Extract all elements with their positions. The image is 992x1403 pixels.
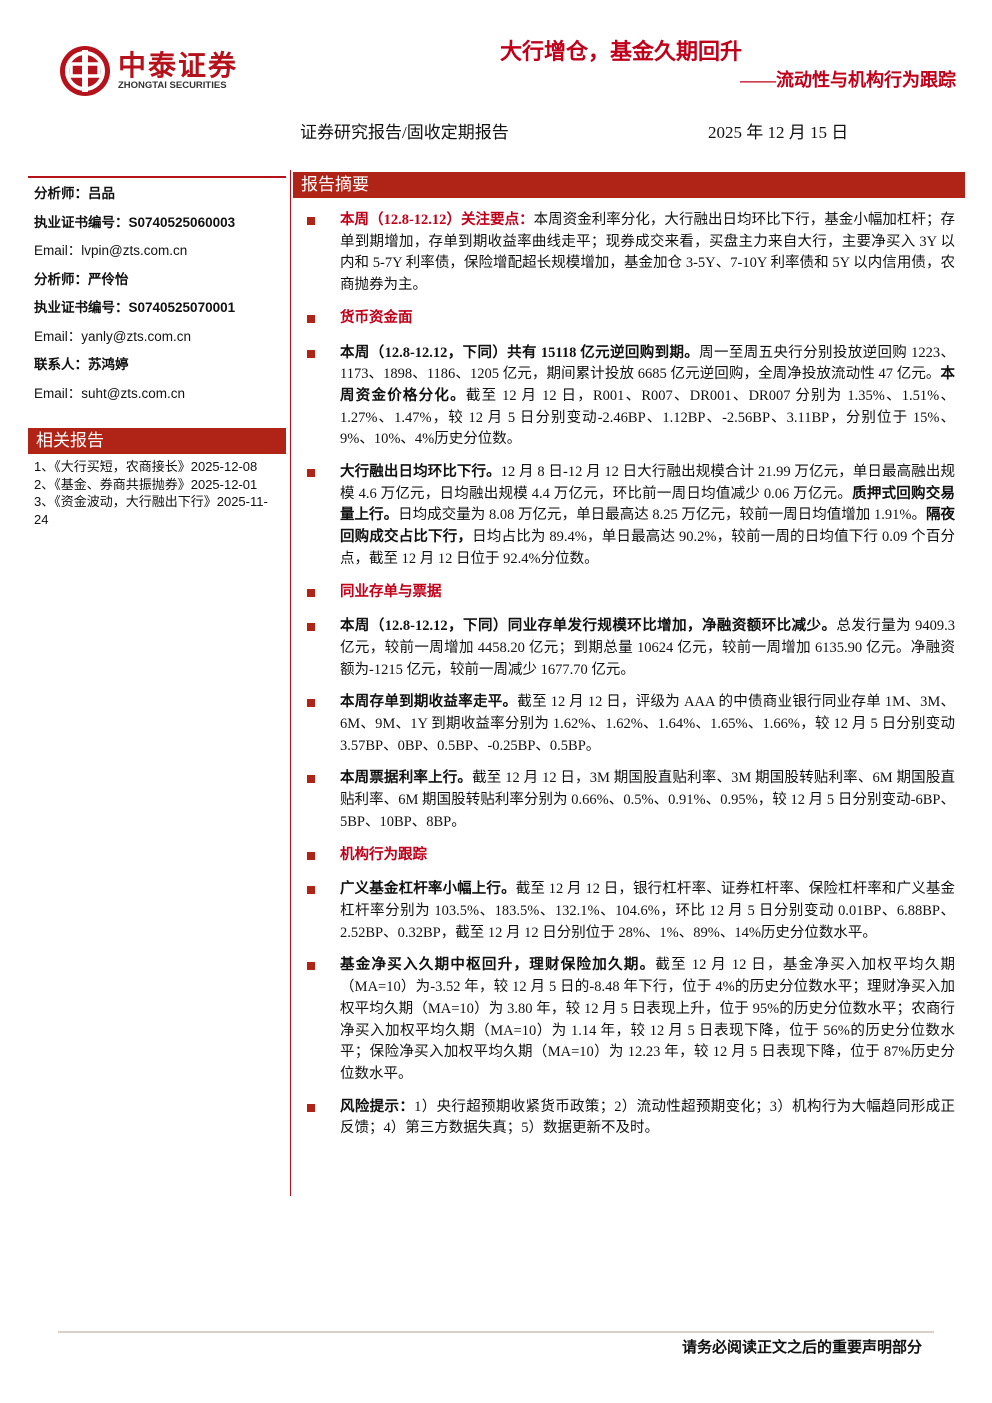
contact-row: Email：lvpin@zts.com.cn [34,237,280,266]
contact-row: 执业证书编号：S0740525060003 [34,209,280,238]
contact-label: 执业证书编号： [34,300,129,315]
text-run: 12 月 8 日-12 月 12 日大行融出规模合计 21.99 万亿元，单日最… [340,464,956,502]
text-run: 本周（12.8-12.12，下同）同业存单发行规模环比增加，净融资额环比减少。 [340,618,837,635]
text-run: 基金净买入久期中枢回升，理财保险加久期。 [340,957,656,974]
related-reports: 相关报告 1、《大行买短，农商接长》2025-12-08 2、《基金、券商共振抛券… [28,428,286,532]
contact-value: 苏鸿婷 [88,357,129,372]
text-run: 本周票据利率上行。 [340,770,473,787]
text-run: 截至 12 月 12 日，评级为 AAA 的中债商业银行同业存单 1M、3M、6… [340,694,956,754]
bullet [307,469,315,478]
contact-row: 分析师：吕品 [34,180,280,209]
paragraph: 风险提示：1）央行超预期收紧货币政策；2）流动性超预期变化；3）机构行为大幅趋同… [305,1097,955,1140]
report-type: 证券研究报告/固收定期报告 [300,123,509,142]
paragraph: 本周存单到期收益率走平。截至 12 月 12 日，评级为 AAA 的中债商业银行… [305,692,955,757]
contact-row: 执业证书编号：S0740525070001 [34,294,280,323]
contact-value: S0740525070001 [128,300,236,315]
bullet [307,314,315,323]
report-date: 2025 年 12 月 15 日 [708,123,849,142]
contact-value: 严伶怡 [88,271,129,287]
contact-label: 分析师： [34,186,88,201]
text-run: 截至 12 月 12 日，银行杠杆率、证券杠杆率、保险杠杆率和广义基金杠杆率分别… [340,881,956,941]
bullet [307,851,315,860]
logo-mark [60,46,110,96]
section-bar: 相关报告 [28,428,286,454]
section-bar: 报告摘要 [293,172,965,198]
contact-row: 联系人：苏鸿婷 [34,351,280,380]
sidebar: 分析师：吕品 执业证书编号：S0740525060003 Email：lvpin@z… [28,176,286,532]
related-item: 1、《大行买短，农商接长》2025-12-08 [34,459,258,474]
bullet [307,217,315,225]
section-heading: 同业存单与票据 [305,582,955,604]
text-run: 总发行量为 9409.3 亿元，较前一周增加 4458.20 亿元；到期总量 1… [340,618,956,678]
heading-text: 机构行为跟踪 [340,846,427,863]
text-run: 隔夜回购成交占比下行， [340,507,956,546]
section-heading: 货币资金面 [305,308,955,330]
section-heading: 机构行为跟踪 [305,845,955,867]
contact-label: 分析师： [34,271,88,287]
paragraph: 广义基金杠杆率小幅上行。截至 12 月 12 日，银行杠杆率、证券杠杆率、保险杠… [305,879,955,944]
bullet [307,1103,315,1112]
bullet [307,775,315,784]
contact-label: Email： [34,385,82,401]
contact-value: S0740525060003 [128,214,236,230]
text-run: 1）央行超预期收紧货币政策；2）流动性超预期变化；3）机构行为大幅趋同形成正反馈… [340,1098,955,1137]
text-run: 日均占比为 89.4%，单日最高达 90.2%，较前一周的日均值下行 0.09 … [340,529,956,567]
text-run: 风险提示： [340,1098,415,1115]
bullet [307,962,315,971]
divider [290,170,291,1196]
contact-label: 联系人： [34,357,88,372]
contact-label: Email： [34,328,82,344]
contact-value: lvpin@zts.com.cn [81,243,188,258]
paragraph: 本周（12.8-12.12）关注要点：本周资金利率分化，大行融出日均环比下行，基… [305,210,955,297]
heading-text: 货币资金面 [340,309,413,326]
contact-value: 吕品 [88,186,115,201]
related-item: 2、《基金、券商共振抛券》2025-12-01 [34,476,258,492]
paragraph: 基金净买入久期中枢回升，理财保险加久期。截至 12 月 12 日，基金净买入加权… [305,955,955,1085]
text-run: 本周（12.8-12.12，下同）共有 15118 亿元逆回购到期。 [340,344,700,361]
paragraph: 本周（12.8-12.12，下同）共有 15118 亿元逆回购到期。周一至周五央… [305,343,955,452]
contacts: 分析师：吕品 执业证书编号：S0740525060003 Email：lvpin@z… [28,178,286,408]
text-run: 截至 12 月 12 日，基金净买入加权平均久期（MA=10）为-3.52 年，… [340,957,956,1082]
text-run: 本周资金价格分化。 [340,366,955,404]
paragraph: 本周（12.8-12.12，下同）同业存单发行规模环比增加，净融资额环比减少。总… [305,616,955,681]
bullet [307,699,315,708]
bullet [307,349,315,358]
text-run: 本周存单到期收益率走平。 [340,694,518,711]
contact-row: Email：suht@zts.com.cn [34,380,280,409]
contact-row: Email：yanly@zts.com.cn [34,323,280,352]
text-run: 本周（12.8-12.12）关注要点： [340,212,534,228]
paragraph: 大行融出日均环比下行。12 月 8 日-12 月 12 日大行融出规模合计 21… [305,462,955,571]
bullet [307,623,315,632]
report-title: 大行增仓，基金久期回升 [500,39,743,64]
related-item: 3、《资金波动，大行融出下行》2025-11-24 [34,494,268,527]
logo-text: 中泰证券 [118,51,239,82]
text-run: 大行融出日均环比下行。 [340,464,501,481]
paragraph: 本周票据利率上行。截至 12 月 12 日，3M 期国股直贴利率、3M 期国股转… [305,768,955,833]
text-run: 日均成交量为 8.08 万亿元，单日最高达 8.25 万亿元，较前一周日均值增加… [398,507,926,524]
related-list: 1、《大行买短，农商接长》2025-12-08 2、《基金、券商共振抛券》2025… [28,454,286,532]
logo-english: ZHONGTAI SECURITIES [118,80,227,91]
footer-rule [58,1331,934,1333]
contact-label: 执业证书编号： [34,214,129,230]
text-run: 质押式回购交易量上行。 [340,485,956,524]
text-run: 本周资金利率分化，大行融出日均环比下行，基金小幅加杠杆；存单到期增加，存单到期收… [340,212,956,294]
text-run: 广义基金杠杆率小幅上行。 [340,881,516,898]
text-run: 周一至周五央行分别投放逆回购 1223、1173、1898、1186、1205 … [340,344,956,383]
heading-text: 同业存单与票据 [340,583,442,600]
report-subtitle: ——流动性与机构行为跟踪 [740,70,956,90]
bullet [307,886,315,895]
footer-notice: 请务必阅读正文之后的重要声明部分 [681,1340,922,1356]
contact-value: suht@zts.com.cn [81,385,186,401]
text-run: 截至 12 月 12 日，3M 期国股直贴利率、3M 期国股转贴利率、6M 期国… [340,770,955,830]
text-run: 截至 12 月 12 日，R001、R007、DR001、DR007 分别为 1… [340,387,955,448]
summary-body: 本周（12.8-12.12）关注要点：本周资金利率分化，大行融出日均环比下行，基… [305,210,955,1151]
contact-label: Email： [34,243,82,258]
contact-row: 分析师：严伶怡 [34,266,280,295]
contact-value: yanly@zts.com.cn [81,328,191,344]
bullet [307,588,315,597]
